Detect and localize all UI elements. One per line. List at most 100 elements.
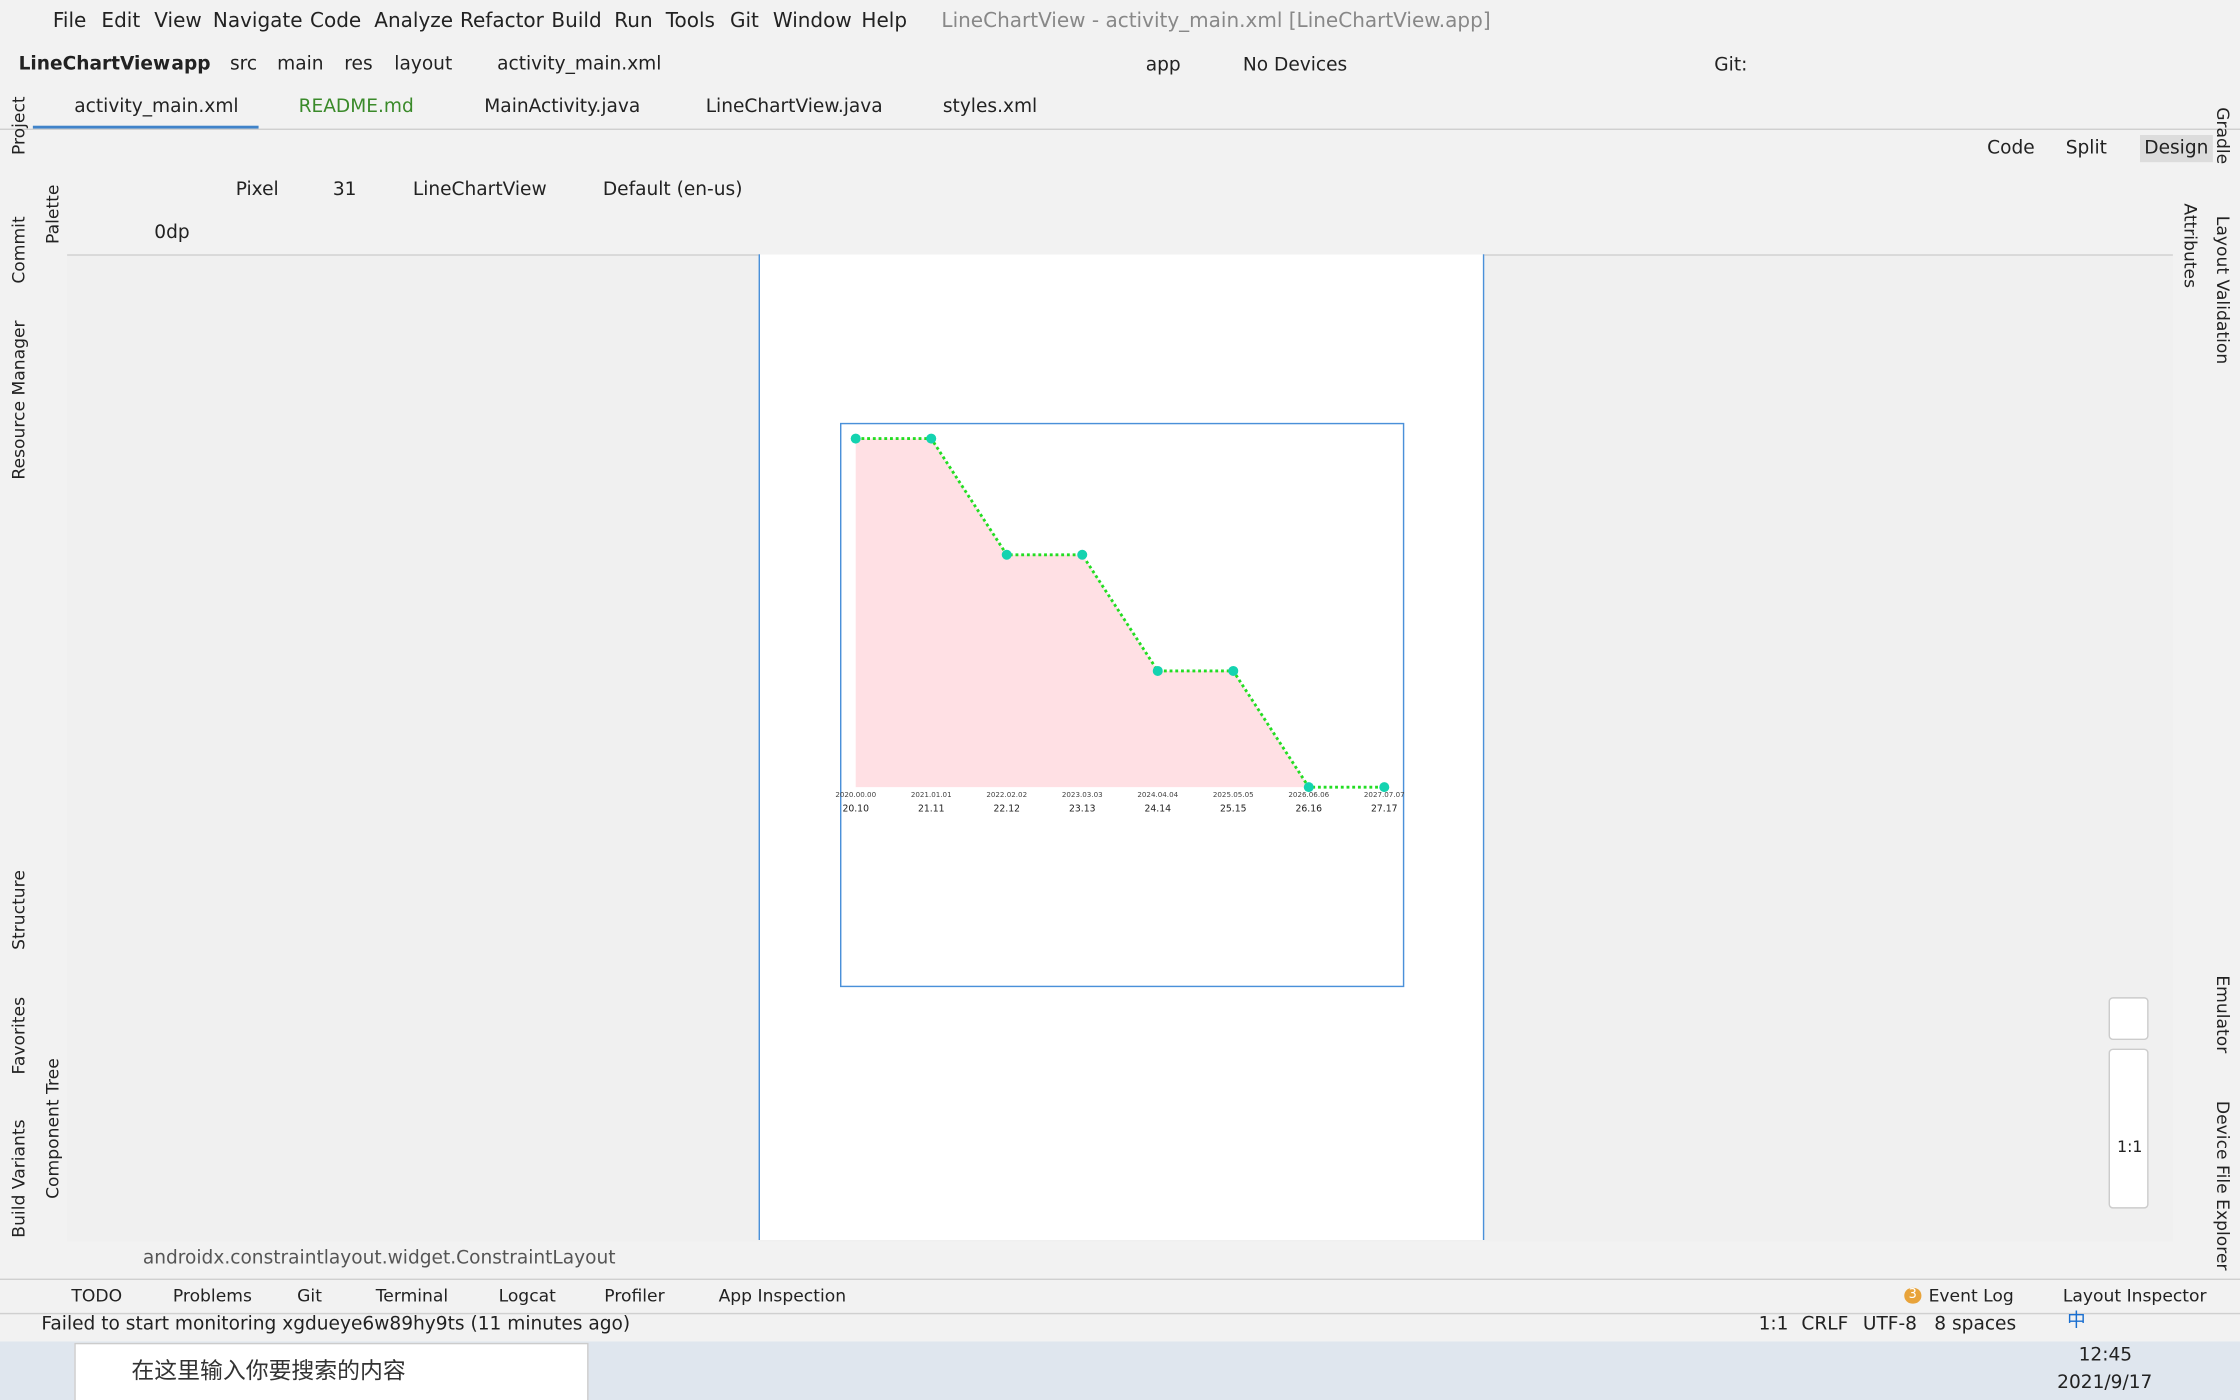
window-title: LineChartView - activity_main.xml [LineC… <box>941 9 1491 33</box>
file-tab[interactable]: MainActivity.java <box>484 96 641 118</box>
area-fill <box>855 438 1385 788</box>
line <box>855 437 1385 789</box>
menu-item[interactable]: View <box>154 9 202 33</box>
status-item[interactable]: 8 spaces <box>1934 1313 2017 1335</box>
data-point <box>1379 782 1390 793</box>
bottom-tool[interactable]: Logcat <box>498 1285 556 1306</box>
menu-item[interactable]: Navigate <box>212 9 303 33</box>
menu-item[interactable]: Code <box>309 9 362 33</box>
event-count[interactable]: 3 <box>1904 1287 1922 1304</box>
menu-item[interactable]: Git <box>729 9 759 33</box>
breadcrumb-item[interactable]: app <box>171 53 211 75</box>
menu-item[interactable]: Window <box>772 9 852 33</box>
x-tick-label: 25.15 <box>1220 803 1247 814</box>
design-toolbar-item[interactable]: 31 <box>332 179 357 201</box>
menu-item[interactable]: Run <box>614 9 653 33</box>
menu-item[interactable]: Build <box>551 9 602 33</box>
bottom-tool[interactable]: Terminal <box>375 1285 449 1306</box>
clock-time[interactable]: 12:45 <box>2078 1344 2133 1367</box>
bottom-tool[interactable]: Layout Inspector <box>2062 1285 2207 1306</box>
bottom-tool[interactable]: Problems <box>172 1285 252 1306</box>
tab-bar <box>0 89 2240 130</box>
status-item[interactable]: UTF-8 <box>1862 1313 1918 1335</box>
breadcrumb-item[interactable]: res <box>344 53 373 75</box>
git-label[interactable]: Git: <box>1714 54 1748 77</box>
bottom-tool[interactable]: TODO <box>71 1285 123 1306</box>
search-box[interactable] <box>74 1342 589 1400</box>
left-tool-window[interactable]: Build Variants <box>8 1119 29 1238</box>
status-item[interactable]: CRLF <box>1801 1313 1849 1335</box>
bottom-tool[interactable]: Profiler <box>604 1285 665 1306</box>
menu-item[interactable]: Analyze <box>374 9 454 33</box>
right-tool-window[interactable]: Attributes <box>2179 203 2200 289</box>
tool-window-bar <box>0 1278 2240 1315</box>
device-selector[interactable]: No Devices <box>1242 54 1348 77</box>
ime-indicator[interactable]: 中 <box>2067 1310 2086 1333</box>
right-tool-window[interactable]: Device File Explorer <box>2212 1100 2233 1271</box>
bottom-tool[interactable]: Event Log <box>1928 1285 2014 1306</box>
menu-item[interactable]: File <box>52 9 87 33</box>
data-point <box>1001 549 1012 560</box>
menu-item[interactable]: Tools <box>665 9 715 33</box>
data-point <box>1077 549 1088 560</box>
design-toolbar-item[interactable]: 0dp <box>154 222 190 244</box>
right-tool-window[interactable]: Emulator <box>2212 975 2233 1054</box>
x-date-label: 2024.04.04 <box>1137 790 1178 799</box>
view-mode[interactable]: Code <box>1987 137 2035 160</box>
x-tick-label: 24.14 <box>1144 803 1171 814</box>
breadcrumb-item[interactable]: src <box>229 53 258 75</box>
bottom-tool[interactable]: Git <box>297 1285 322 1306</box>
x-tick-label: 21.11 <box>918 803 945 814</box>
file-tab[interactable]: README.md <box>298 96 414 118</box>
data-point <box>1152 665 1163 676</box>
zoom-controls[interactable] <box>2108 1048 2149 1209</box>
design-toolbar-item[interactable]: Default (en-us) <box>602 179 743 201</box>
pan-button[interactable] <box>2108 997 2149 1040</box>
x-date-label: 2020.00.00 <box>835 790 876 799</box>
x-date-label: 2027.07.07 <box>1364 790 1405 799</box>
status-message: Failed to start monitoring xgdueye6w89hy… <box>41 1313 631 1335</box>
left-tool-window[interactable]: Structure <box>8 870 29 950</box>
palette-tool[interactable]: Palette <box>42 184 63 244</box>
x-date-label: 2025.05.05 <box>1213 790 1254 799</box>
run-config[interactable]: app <box>1145 54 1181 77</box>
status-item[interactable]: 1:1 <box>1758 1313 1789 1335</box>
menu-item[interactable]: Edit <box>101 9 141 33</box>
right-tool-window[interactable]: Gradle <box>2212 107 2233 165</box>
file-tab[interactable]: LineChartView.java <box>705 96 883 118</box>
breadcrumb-item[interactable]: LineChartView <box>18 53 171 75</box>
bottom-tool[interactable]: App Inspection <box>718 1285 847 1306</box>
search-placeholder[interactable]: 在这里输入你要搜索的内容 <box>131 1357 406 1385</box>
zoom-reset[interactable]: 1:1 <box>2117 1137 2143 1157</box>
palette-tool[interactable]: Component Tree <box>42 1058 63 1199</box>
x-date-label: 2021.01.01 <box>911 790 952 799</box>
left-tool-window[interactable]: Project <box>8 96 29 156</box>
active-tab-indicator <box>32 125 259 129</box>
file-tab[interactable]: activity_main.xml <box>74 96 239 118</box>
breadcrumb-item[interactable]: activity_main.xml <box>497 53 662 75</box>
clock-date[interactable]: 2021/9/17 <box>2057 1372 2153 1394</box>
x-tick-label: 26.16 <box>1296 803 1323 814</box>
title-bar <box>0 0 2240 43</box>
x-tick-label: 22.12 <box>993 803 1020 814</box>
component-path: androidx.constraintlayout.widget.Constra… <box>142 1247 616 1270</box>
x-tick-label: 27.17 <box>1371 803 1398 814</box>
x-date-label: 2023.03.03 <box>1062 790 1103 799</box>
data-point <box>926 433 937 444</box>
menu-item[interactable]: Refactor <box>459 9 544 33</box>
view-mode[interactable]: Split <box>2065 137 2107 160</box>
menu-item[interactable]: Help <box>861 9 908 33</box>
breadcrumb-item[interactable]: layout <box>394 53 453 75</box>
view-mode[interactable]: Design <box>2139 134 2213 163</box>
left-tool-window[interactable]: Resource Manager <box>8 320 29 480</box>
file-tab[interactable]: styles.xml <box>942 96 1038 118</box>
right-tool-window[interactable]: Layout Validation <box>2212 215 2233 365</box>
left-tool-window[interactable]: Favorites <box>8 996 29 1075</box>
left-tool-window[interactable]: Commit <box>8 216 29 284</box>
x-tick-label: 23.13 <box>1069 803 1096 814</box>
design-toolbar-item[interactable]: Pixel <box>235 179 279 201</box>
breadcrumb-item[interactable]: main <box>277 53 324 75</box>
design-toolbar-item[interactable]: LineChartView <box>412 179 547 201</box>
